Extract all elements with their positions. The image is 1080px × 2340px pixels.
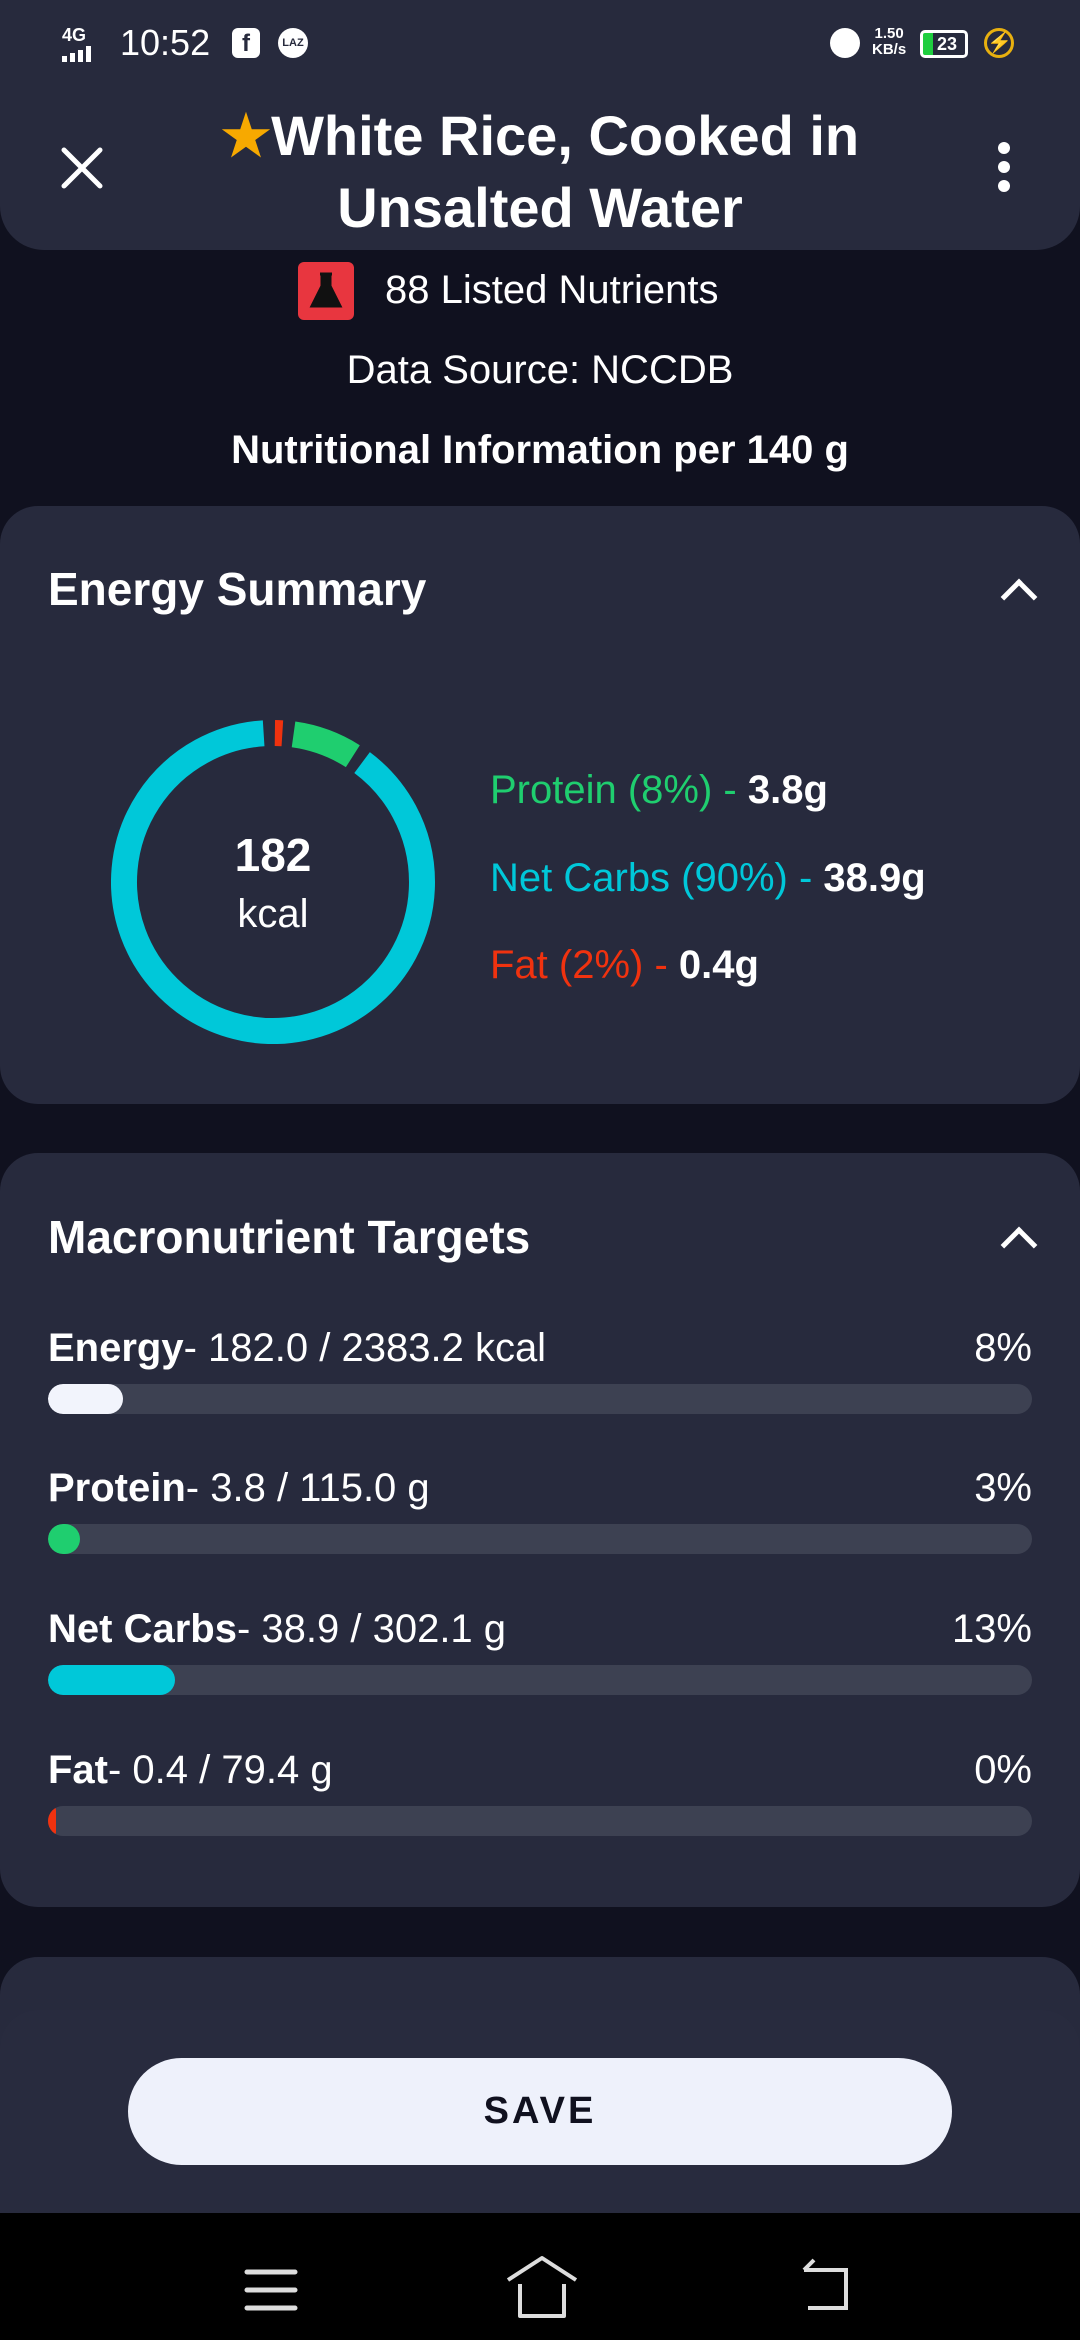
target-detail: - 3.8 / 115.0 g [185, 1466, 430, 1510]
progress-bar-protein [48, 1524, 1032, 1554]
battery-level: 23 [937, 34, 958, 54]
navigation-bar [0, 2213, 1080, 2340]
legend-sep: - [643, 943, 679, 987]
legend-value: 38.9g [823, 856, 926, 900]
charging-icon: ⚡ [984, 28, 1014, 58]
legend-protein: Protein (8%) - 3.8g [490, 768, 828, 813]
legend-value: 3.8g [747, 768, 828, 812]
target-percent-energy: 8% [974, 1326, 1032, 1370]
close-icon[interactable] [58, 144, 108, 194]
food-name: White Rice, Cooked in Unsalted Water [271, 104, 860, 239]
progress-bar-energy [48, 1384, 1032, 1414]
more-vert-icon[interactable] [998, 142, 1012, 192]
serving-info: Nutritional Information per 140 g [231, 428, 849, 472]
target-detail: - 38.9 / 302.1 g [236, 1607, 507, 1651]
legend-label: Fat (2%) [490, 943, 644, 987]
donut-segment-protein [291, 721, 360, 768]
target-percent-fat: 0% [974, 1748, 1032, 1792]
alarm-icon [830, 28, 860, 58]
target-label-fat: Fat- 0.4 / 79.4 g [48, 1748, 333, 1793]
target-label-protein: Protein- 3.8 / 115.0 g [48, 1466, 430, 1511]
facebook-icon: f [232, 28, 260, 58]
target-name: Net Carbs [48, 1607, 237, 1651]
progress-fill-protein [48, 1524, 81, 1554]
back-icon[interactable] [796, 2256, 856, 2316]
target-name: Protein [48, 1466, 186, 1510]
speed-unit: KB/s [872, 41, 907, 58]
progress-fill-energy [48, 1384, 123, 1414]
target-name: Energy [48, 1326, 184, 1370]
favorite-star-icon[interactable]: ★ [220, 104, 272, 167]
kcal-value: 182 [234, 829, 312, 881]
save-button[interactable]: SAVE [128, 2058, 952, 2165]
progress-bar-fat [48, 1806, 1032, 1836]
network-speed: 1.50 KB/s [872, 26, 906, 58]
legend-value: 0.4g [678, 943, 759, 987]
energy-donut-chart [111, 720, 435, 1044]
donut-segment-net-carbs [111, 720, 435, 1044]
legend-sep: - [787, 856, 824, 900]
home-icon[interactable] [504, 2254, 580, 2320]
legend-sep: - [712, 768, 748, 812]
target-percent-protein: 3% [974, 1466, 1032, 1510]
progress-fill-net-carbs [48, 1665, 175, 1695]
network-indicator: 4G [62, 25, 87, 45]
signal-icon [62, 46, 91, 62]
legend-label: Net Carbs (90%) [490, 856, 788, 900]
header [0, 0, 1080, 250]
recents-icon[interactable] [244, 2268, 298, 2312]
clock: 10:52 [120, 22, 211, 63]
nutrient-count: 88 Listed Nutrients [385, 268, 719, 312]
macro-targets-title: Macronutrient Targets [48, 1211, 531, 1263]
speed-value: 1.50 [874, 25, 904, 42]
legend-net-carbs: Net Carbs (90%) - 38.9g [490, 856, 926, 901]
kcal-unit: kcal [237, 892, 309, 936]
lazada-icon: LAZ [278, 28, 308, 58]
energy-summary-title: Energy Summary [48, 563, 427, 615]
progress-fill-fat [48, 1806, 56, 1836]
target-name: Fat [48, 1748, 108, 1792]
target-label-energy: Energy- 182.0 / 2383.2 kcal [48, 1326, 546, 1371]
target-label-net-carbs: Net Carbs- 38.9 / 302.1 g [48, 1607, 506, 1652]
progress-bar-net-carbs [48, 1665, 1032, 1695]
legend-label: Protein (8%) [490, 768, 713, 812]
page-title: ★White Rice, Cooked in Unsalted Water [140, 100, 940, 244]
battery-icon: 23 [920, 30, 968, 58]
flask-icon [298, 262, 354, 320]
target-detail: - 182.0 / 2383.2 kcal [183, 1326, 547, 1370]
target-detail: - 0.4 / 79.4 g [108, 1748, 333, 1792]
legend-fat: Fat (2%) - 0.4g [490, 943, 759, 988]
target-percent-net-carbs: 13% [951, 1607, 1032, 1651]
data-source: Data Source: NCCDB [346, 348, 734, 392]
